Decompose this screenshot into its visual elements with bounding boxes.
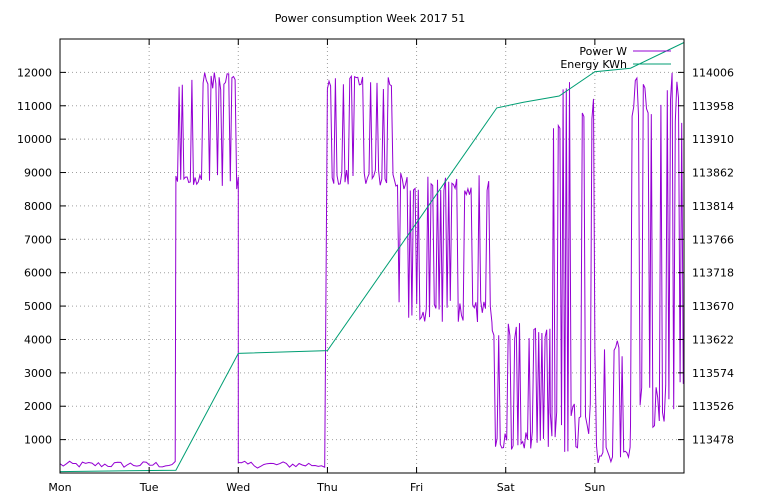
legend: Power W Energy KWh [560, 45, 671, 71]
energy-series [59, 42, 685, 473]
axis-ticks: 1000 113478 2000 113526 3000 113574 4000 113622… [17, 39, 734, 494]
y-tick-label-left: 8000 [24, 200, 52, 213]
power-line [59, 72, 684, 469]
y-tick-label-right: 113766 [692, 233, 734, 246]
x-tick-label: Sun [584, 481, 605, 494]
y-tick-label-right: 114006 [692, 66, 734, 79]
y-tick-label-right: 113526 [692, 400, 734, 413]
chart-title: Power consumption Week 2017 51 [275, 12, 466, 25]
y-tick-label-left: 9000 [24, 167, 52, 180]
y-tick-label-right: 113622 [692, 333, 734, 346]
x-tick-label: Thu [316, 481, 338, 494]
y-tick-label-right: 113670 [692, 300, 734, 313]
y-tick-label-right: 113862 [692, 167, 734, 180]
y-tick-label-left: 10000 [17, 133, 52, 146]
power-series [59, 72, 684, 469]
energy-line [59, 42, 685, 473]
x-tick-label: Wed [226, 481, 250, 494]
x-tick-label: Mon [48, 481, 71, 494]
y-tick-label-left: 3000 [24, 367, 52, 380]
x-tick-label: Sat [497, 481, 516, 494]
y-tick-label-right: 113814 [692, 200, 734, 213]
y-tick-label-right: 113574 [692, 367, 734, 380]
y-tick-label-left: 6000 [24, 267, 52, 280]
plot-frame [59, 38, 685, 474]
y-tick-label-right: 113718 [692, 267, 734, 280]
y-tick-label-left: 12000 [17, 66, 52, 79]
y-tick-label-left: 4000 [24, 333, 52, 346]
y-tick-label-right: 113910 [692, 133, 734, 146]
y-tick-label-left: 7000 [24, 233, 52, 246]
legend-label-energy: Energy KWh [560, 58, 627, 71]
y-tick-label-left: 5000 [24, 300, 52, 313]
y-tick-label-left: 1000 [24, 434, 52, 447]
y-tick-label-left: 2000 [24, 400, 52, 413]
legend-label-power: Power W [579, 45, 627, 58]
x-tick-label: Fri [410, 481, 423, 494]
x-tick-label: Tue [139, 481, 159, 494]
y-tick-label-right: 113478 [692, 434, 734, 447]
y-tick-label-right: 113958 [692, 100, 734, 113]
y-tick-label-left: 11000 [17, 100, 52, 113]
